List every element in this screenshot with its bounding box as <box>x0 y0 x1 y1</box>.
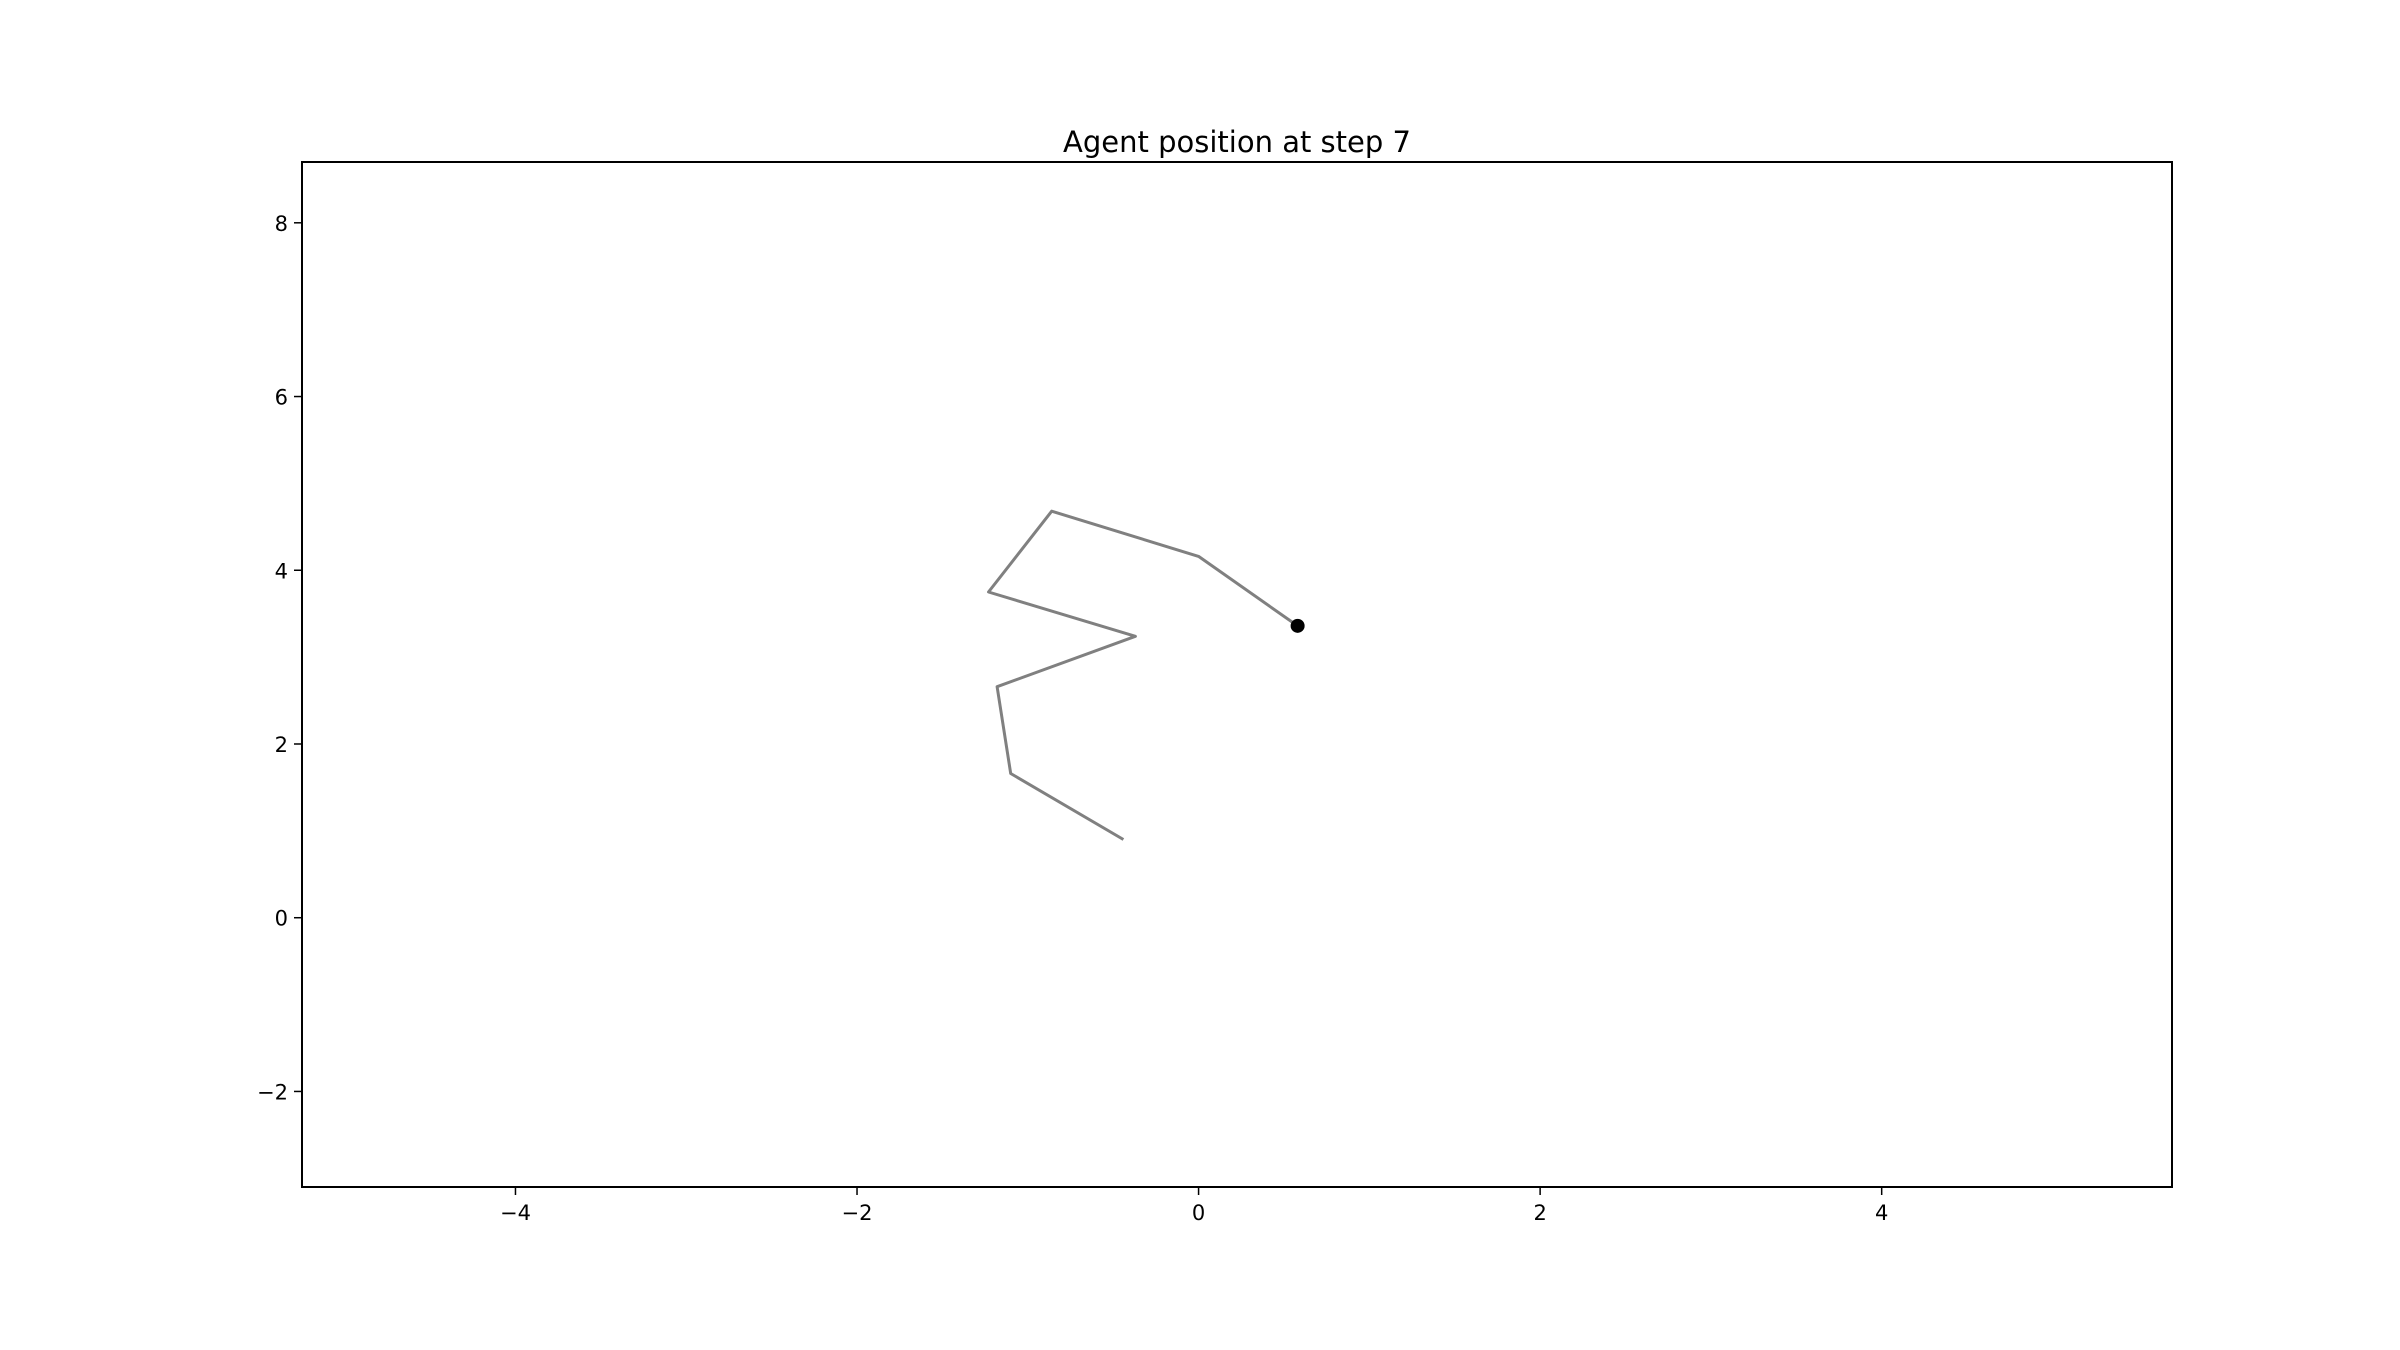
y-tick-label: 2 <box>275 733 288 757</box>
x-tick-label: 2 <box>1533 1201 1546 1225</box>
y-tick-label: 4 <box>275 559 288 583</box>
agent-position-marker <box>1290 618 1305 633</box>
x-tick-label: 4 <box>1875 1201 1888 1225</box>
x-tick-label: −2 <box>842 1201 873 1225</box>
x-tick-label: 0 <box>1192 1201 1205 1225</box>
axes-frame <box>301 161 2173 1188</box>
plot-area <box>987 509 1305 841</box>
x-tick-label: −4 <box>500 1201 531 1225</box>
chart-title: Agent position at step 7 <box>1063 125 1411 159</box>
y-tick-label: 6 <box>275 386 288 410</box>
trajectory-line <box>987 509 1299 841</box>
y-tick-label: 0 <box>275 907 288 931</box>
ticks-layer: −4 −2 0 2 4 −2 0 2 4 6 8 <box>257 212 1888 1225</box>
y-tick-label: −2 <box>257 1080 288 1104</box>
y-tick-label: 8 <box>275 212 288 236</box>
